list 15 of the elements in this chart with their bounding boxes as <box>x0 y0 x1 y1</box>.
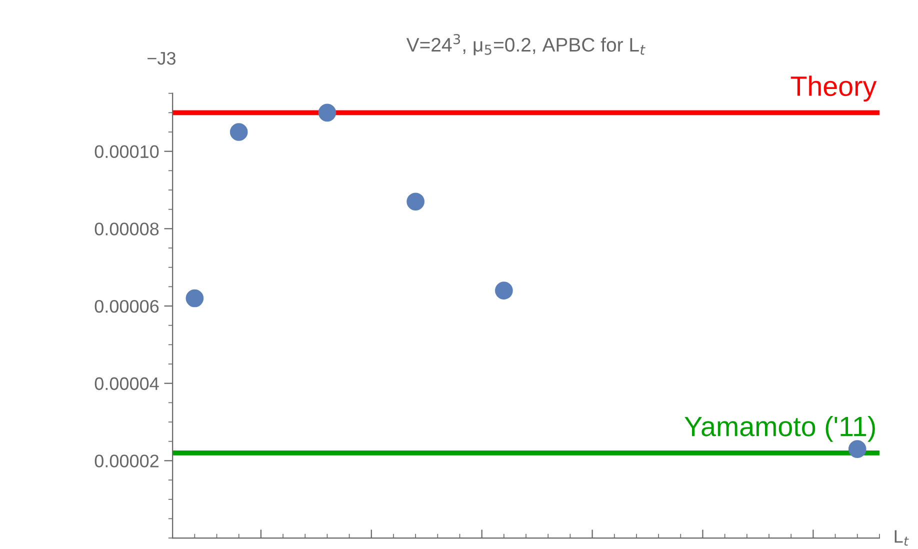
y-tick-label: 0.00002 <box>94 454 158 468</box>
y-tick-label: 0.00004 <box>94 377 159 390</box>
y-tick-label: 0.00006 <box>94 300 159 313</box>
y-axis-title: −J3 <box>148 52 176 65</box>
chart-title: V=24$^{3}$, μ$_{5}$=0.2, APBC for L$_{t}$ <box>406 34 646 56</box>
y-tick-label: 0.00008 <box>94 222 159 236</box>
ref-line-label: Yamamoto ('11) <box>684 416 875 442</box>
point <box>186 289 204 308</box>
point <box>230 123 248 141</box>
point <box>406 192 424 211</box>
ref-line-label: Theory <box>790 76 877 102</box>
x-axis-title: L$_{t}$ <box>894 530 909 546</box>
point <box>318 104 336 122</box>
y-tick-label: 0.00010 <box>94 145 159 158</box>
point <box>495 282 513 300</box>
